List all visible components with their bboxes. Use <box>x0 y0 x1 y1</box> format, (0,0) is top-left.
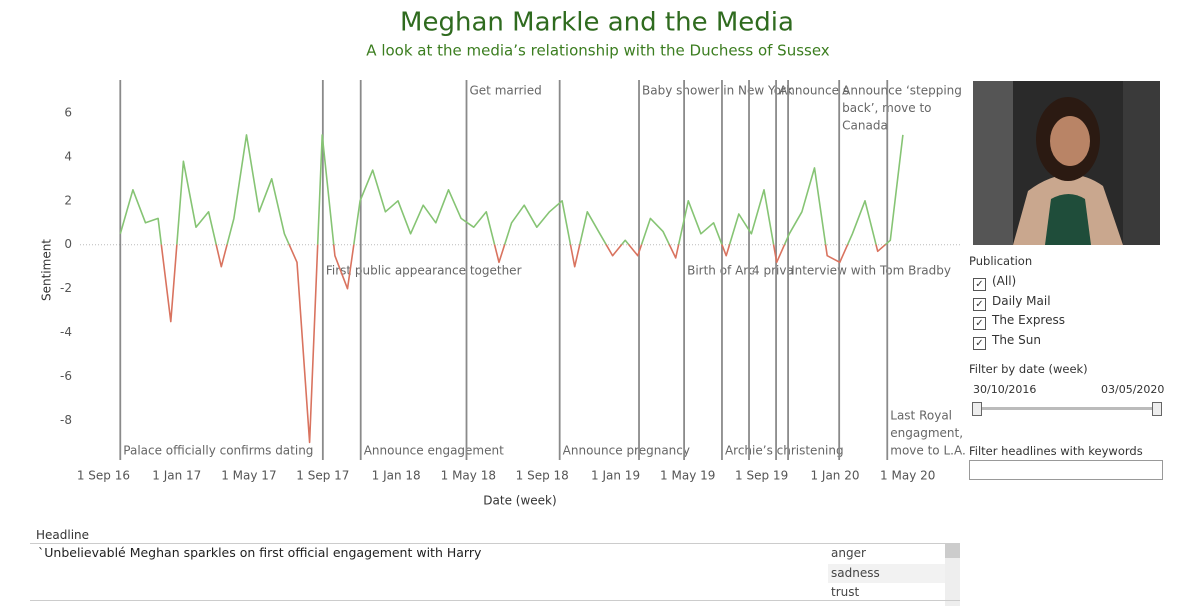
publication-checkbox[interactable]: ✓ Daily Mail <box>973 293 1051 311</box>
event-label: move to L.A. <box>890 444 965 458</box>
chart-title: Meghan Markle and the Media <box>400 8 794 38</box>
event-label: 4 priva <box>752 264 794 278</box>
x-tick-label: 1 Jan 20 <box>810 469 859 483</box>
publication-title: Publication <box>969 254 1033 268</box>
headline[interactable]: `Unbelievablé Meghan sparkles on first o… <box>38 545 482 560</box>
y-tick-label: -4 <box>60 325 72 339</box>
event-label: Announce ‘stepping <box>842 84 962 98</box>
date-from: 30/10/2016 <box>973 383 1037 396</box>
rule <box>30 543 960 544</box>
event-label: Announce pregnancy <box>563 444 690 458</box>
scrollbar[interactable] <box>945 544 960 606</box>
scroll-thumb[interactable] <box>945 544 960 558</box>
y-axis-title: Sentiment <box>40 239 54 301</box>
event-label: Get married <box>470 84 542 98</box>
event-label: Baby shower in New York <box>642 84 793 98</box>
event-label: First public appearance together <box>326 264 522 278</box>
x-tick-label: 1 Jan 17 <box>152 469 201 483</box>
event-label: Birth of Arc <box>687 264 754 278</box>
rule <box>30 600 960 601</box>
photo <box>973 81 1160 245</box>
event-label: engagment, <box>890 426 963 440</box>
event-label: Announce s <box>779 84 849 98</box>
y-tick-label: -8 <box>60 413 72 427</box>
y-tick-label: -6 <box>60 369 72 383</box>
date-filter-title: Filter by date (week) <box>969 362 1088 376</box>
x-tick-label: 1 May 18 <box>441 469 496 483</box>
publication-checkbox[interactable]: ✓ The Sun <box>973 332 1041 350</box>
y-tick-label: 0 <box>64 237 72 251</box>
x-tick-label: 1 Sep 19 <box>735 469 788 483</box>
checkbox-box[interactable]: ✓ <box>973 278 986 291</box>
x-axis-title: Date (week) <box>483 494 556 508</box>
publication-checkbox[interactable]: ✓ The Express <box>973 312 1065 330</box>
x-tick-label: 1 May 17 <box>221 469 276 483</box>
emotion: trust <box>828 583 945 603</box>
checkbox-label: Daily Mail <box>992 293 1051 308</box>
x-tick-label: 1 Sep 17 <box>296 469 349 483</box>
event-label: Interview with Tom Bradby <box>791 264 951 278</box>
y-tick-label: 6 <box>64 105 72 119</box>
event-label: Palace officially confirms dating <box>123 444 313 458</box>
emotion: anger <box>828 544 945 564</box>
checkbox-label: The Sun <box>992 332 1041 347</box>
x-tick-label: 1 May 19 <box>660 469 715 483</box>
y-tick-label: -2 <box>60 281 72 295</box>
date-slider-start[interactable] <box>972 402 982 416</box>
event-label: Archie’s christening <box>725 444 844 458</box>
table-header: Headline <box>36 528 90 542</box>
sentiment-line <box>119 134 904 444</box>
x-tick-label: 1 Sep 18 <box>516 469 569 483</box>
publication-checkbox[interactable]: ✓ (All) <box>973 273 1017 291</box>
checkbox-box[interactable]: ✓ <box>973 297 986 311</box>
x-tick-label: 1 May 20 <box>880 469 935 483</box>
checkbox-box[interactable]: ✓ <box>973 317 986 330</box>
checkbox-box[interactable]: ✓ <box>973 336 986 350</box>
date-to: 03/05/2020 <box>1101 383 1165 396</box>
y-tick-label: 2 <box>64 193 72 207</box>
keyword-input[interactable] <box>969 460 1163 480</box>
checkbox-label: The Express <box>992 313 1065 327</box>
x-tick-label: 1 Jan 18 <box>372 469 421 483</box>
date-slider-track[interactable] <box>977 407 1157 410</box>
chart-subtitle: A look at the media’s relationship with … <box>366 42 830 60</box>
y-tick-label: 4 <box>64 149 72 163</box>
keyword-filter-title: Filter headlines with keywords <box>969 444 1143 458</box>
event-label: Last Royal <box>890 409 952 423</box>
emotion: sadness <box>828 563 945 583</box>
x-tick-label: 1 Sep 16 <box>77 469 130 483</box>
x-tick-label: 1 Jan 19 <box>591 469 640 483</box>
date-slider-end[interactable] <box>1152 402 1162 416</box>
chart: Meghan Markle and the Media A look at th… <box>40 8 966 508</box>
event-label: Announce engagement <box>364 444 504 458</box>
event-label: Canada <box>842 119 888 133</box>
checkbox-label: (All) <box>992 274 1017 288</box>
